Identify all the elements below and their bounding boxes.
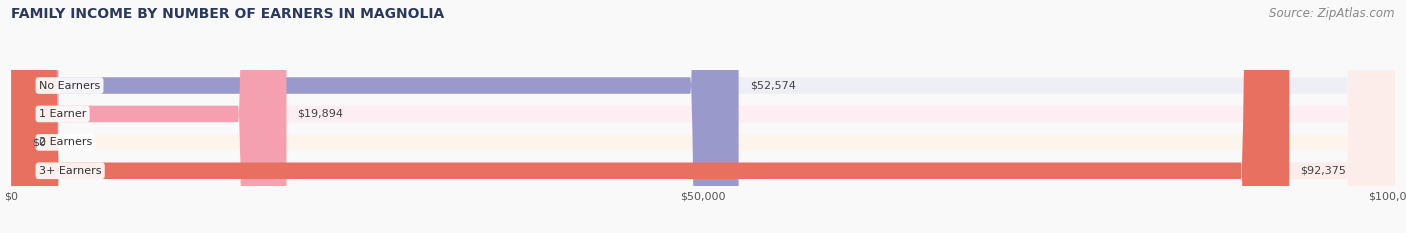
FancyBboxPatch shape — [11, 0, 1395, 233]
FancyBboxPatch shape — [11, 0, 1395, 233]
FancyBboxPatch shape — [11, 0, 287, 233]
FancyBboxPatch shape — [11, 0, 1289, 233]
Text: $52,574: $52,574 — [749, 81, 796, 91]
FancyBboxPatch shape — [11, 0, 1395, 233]
Text: $0: $0 — [32, 137, 46, 147]
FancyBboxPatch shape — [11, 0, 738, 233]
FancyBboxPatch shape — [11, 0, 1395, 233]
Text: 1 Earner: 1 Earner — [39, 109, 86, 119]
Text: Source: ZipAtlas.com: Source: ZipAtlas.com — [1270, 7, 1395, 20]
Text: FAMILY INCOME BY NUMBER OF EARNERS IN MAGNOLIA: FAMILY INCOME BY NUMBER OF EARNERS IN MA… — [11, 7, 444, 21]
Text: No Earners: No Earners — [39, 81, 100, 91]
Text: 2 Earners: 2 Earners — [39, 137, 93, 147]
Text: $92,375: $92,375 — [1301, 166, 1346, 176]
Text: 3+ Earners: 3+ Earners — [39, 166, 101, 176]
Text: $19,894: $19,894 — [298, 109, 343, 119]
